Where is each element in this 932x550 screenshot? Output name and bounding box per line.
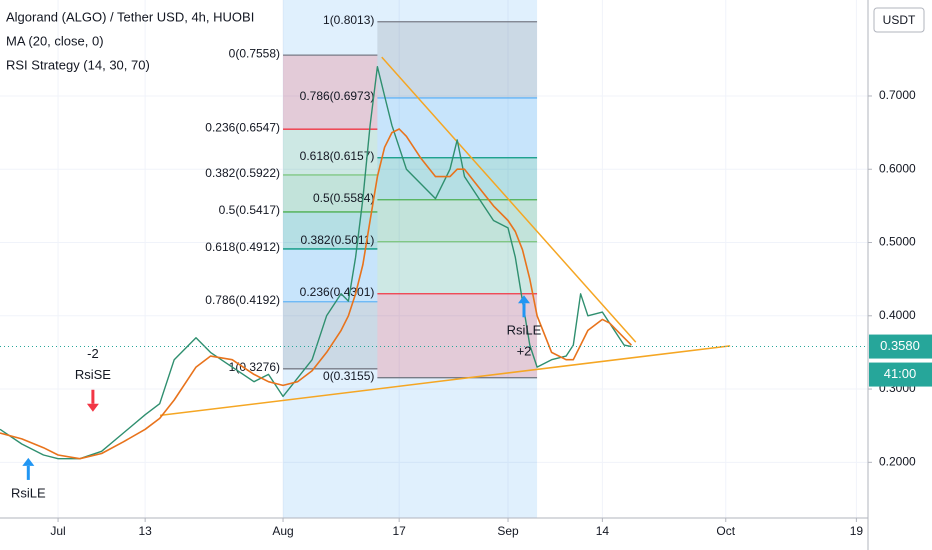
fib-zone <box>283 301 378 369</box>
fib-label: 0.5(0.5417) <box>219 203 280 217</box>
fib-date-band <box>283 0 378 518</box>
fib-retracements: 0(0.7558) 0.236(0.6547) 0.382(0.5922) 0.5(0… <box>205 0 538 518</box>
signal: RsiLE <box>11 457 46 500</box>
fib-label: 1(0.8013) <box>323 13 374 27</box>
fib-label: 0(0.3155) <box>323 369 374 383</box>
signal-label: RsiSE <box>75 367 111 382</box>
fib-zone <box>283 129 378 175</box>
signal-label: RsiLE <box>11 485 46 500</box>
currency-box[interactable] <box>873 7 925 33</box>
fib-zone <box>377 97 538 158</box>
fib-label: 0.618(0.6157) <box>300 149 375 163</box>
fib-zone <box>283 211 378 249</box>
legend-strategy: RSI Strategy (14, 30, 70) <box>6 57 150 72</box>
annotations: RsiLE -2 RsiSE RsiLE +2 <box>0 295 868 500</box>
signal: RsiLE +2 <box>507 295 542 359</box>
x-tick-label: 17 <box>392 524 406 538</box>
trendline <box>159 345 731 417</box>
countdown-box <box>869 362 932 387</box>
fib-label: 0.786(0.4192) <box>205 293 280 307</box>
signal: -2 RsiSE <box>75 346 111 412</box>
x-tick-label: 14 <box>596 524 610 538</box>
y-tick-label: 0.5000 <box>879 235 916 249</box>
fib-label: 0.786(0.6973) <box>300 89 375 103</box>
x-tick-label: 13 <box>138 524 152 538</box>
fib-zone <box>377 199 538 242</box>
fib-label: 0.382(0.5922) <box>205 166 280 180</box>
x-tick-label: Sep <box>497 524 519 538</box>
signal-arrow-head <box>86 403 99 412</box>
x-tick-label: Aug <box>272 524 293 538</box>
fib-zone <box>283 248 378 302</box>
x-tick-label: 19 <box>850 524 864 538</box>
fib-zone <box>377 157 538 200</box>
fib-label: 0.236(0.6547) <box>205 120 280 134</box>
signal-label: +2 <box>517 344 532 359</box>
fib-zone <box>283 55 378 130</box>
x-tick-label: Jul <box>50 524 65 538</box>
signal-label: RsiLE <box>507 323 542 338</box>
fib-date-band <box>377 0 538 518</box>
currency[interactable]: USDT <box>883 13 916 27</box>
signal-arrow-head <box>22 457 35 466</box>
signal-arrow-head <box>517 295 530 304</box>
y-tick-label: 0.4000 <box>879 308 916 322</box>
price-tag: 0.3580 <box>880 338 920 353</box>
fib-zone <box>377 21 538 98</box>
legend-ma: MA (20, close, 0) <box>6 33 104 48</box>
x-tick-label: Oct <box>716 524 735 538</box>
y-tick-label: 0.6000 <box>879 161 916 175</box>
trendline <box>381 56 637 343</box>
countdown: 41:00 <box>884 366 917 381</box>
signal-label: -2 <box>87 346 99 361</box>
fib-label: 0.618(0.4912) <box>205 240 280 254</box>
fib-zone <box>377 293 538 378</box>
y-tick-label: 0.2000 <box>879 454 916 468</box>
fib-zone <box>377 241 538 294</box>
legend-title: Algorand (ALGO) / Tether USD, 4h, HUOBI <box>6 9 254 24</box>
fib-label: 0.5(0.5584) <box>313 191 374 205</box>
price-tag-box <box>869 334 932 359</box>
fib-label: 0.382(0.5011) <box>301 233 375 247</box>
fib-label: 0(0.7558) <box>229 46 280 60</box>
series <box>0 56 731 460</box>
series-line <box>0 128 632 460</box>
y-tick-label: 0.7000 <box>879 88 916 102</box>
fib-label: 0.236(0.4301) <box>300 285 375 299</box>
series-line <box>0 66 632 460</box>
fib-label: 1(0.3276) <box>229 360 280 374</box>
grid <box>0 0 868 518</box>
